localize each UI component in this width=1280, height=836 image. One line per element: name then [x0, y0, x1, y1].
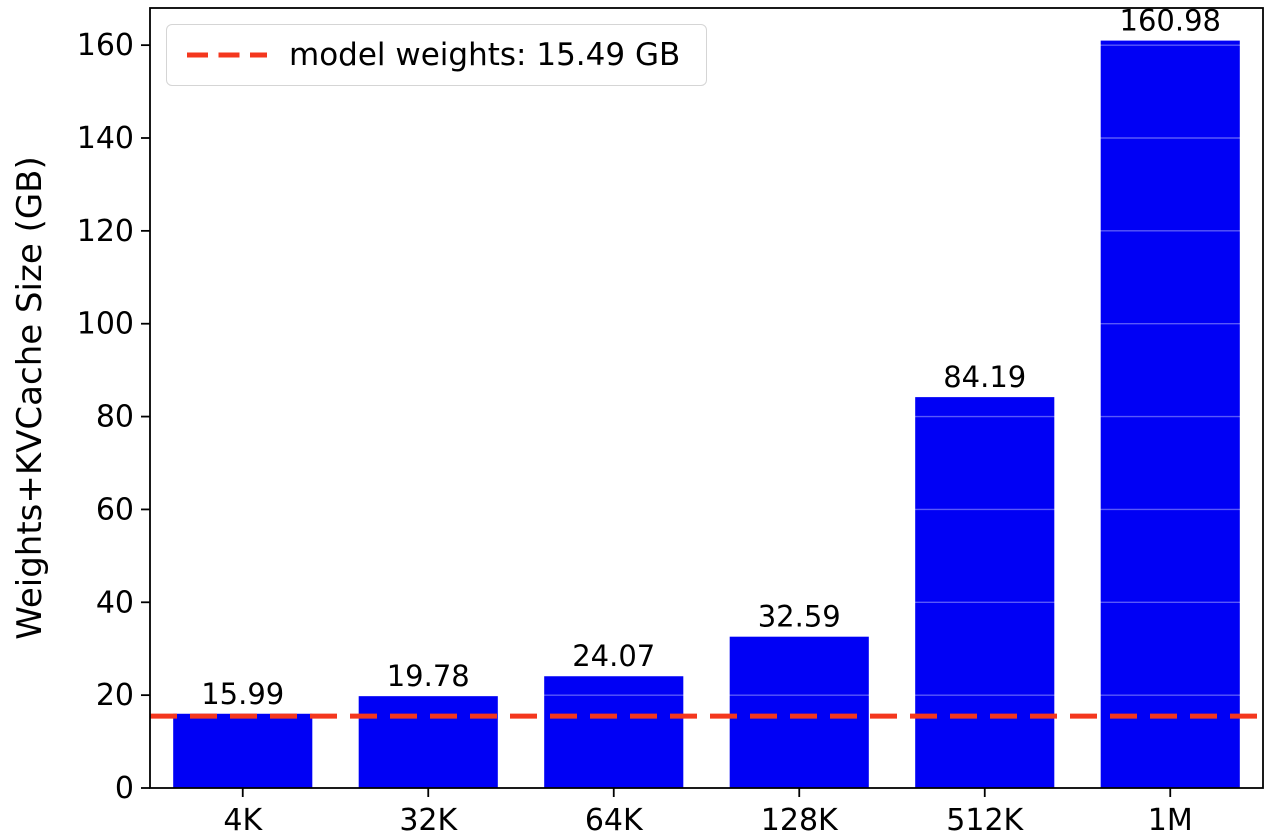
bar	[173, 713, 313, 788]
bar	[358, 696, 498, 788]
x-tick-label: 512K	[946, 803, 1024, 836]
bar-value-label: 15.99	[201, 677, 284, 711]
y-tick-label: 100	[77, 307, 134, 342]
bar-value-label: 24.07	[572, 639, 655, 673]
plot-border	[149, 7, 1264, 789]
y-tick-label: 140	[77, 121, 134, 156]
x-tick-label: 1M	[1148, 803, 1193, 836]
y-tick-label: 60	[96, 492, 134, 527]
bar-value-label: 19.78	[387, 659, 470, 693]
x-tick-label: 128K	[761, 803, 839, 836]
bar-value-label: 160.98	[1120, 4, 1221, 38]
x-tick-label: 64K	[585, 803, 644, 836]
bar	[544, 676, 684, 788]
y-tick-label: 160	[77, 28, 134, 63]
y-tick-label: 80	[96, 400, 134, 435]
y-tick-label: 120	[77, 214, 134, 249]
y-tick-label: 20	[96, 678, 134, 713]
y-tick-label: 0	[115, 771, 134, 806]
bar	[915, 397, 1055, 788]
legend: model weights: 15.49 GB	[166, 24, 708, 86]
legend-label: model weights: 15.49 GB	[289, 37, 681, 73]
bar	[1100, 40, 1240, 789]
bar-value-label: 84.19	[943, 360, 1026, 394]
y-axis-label: Weights+KVCache Size (GB)	[10, 156, 50, 640]
x-tick-label: 4K	[223, 803, 263, 836]
x-tick-label: 32K	[399, 803, 458, 836]
y-tick-label: 40	[96, 585, 134, 620]
legend-dashed-line-icon	[187, 52, 267, 58]
bar	[729, 636, 869, 788]
bar-value-label: 32.59	[758, 600, 841, 634]
